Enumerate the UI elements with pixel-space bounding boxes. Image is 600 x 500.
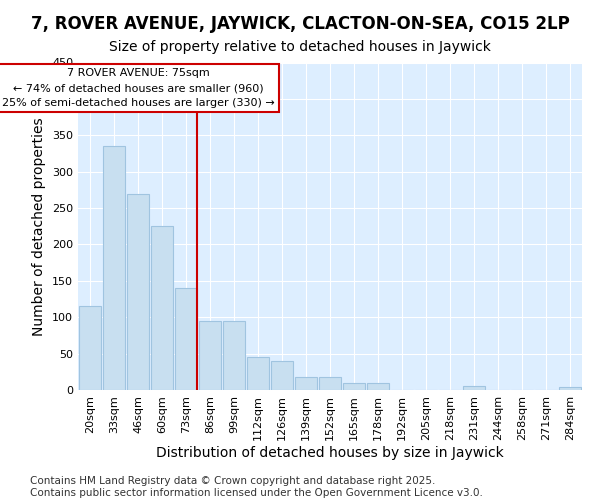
Bar bbox=[199, 321, 221, 390]
Bar bbox=[151, 226, 173, 390]
Bar bbox=[175, 288, 197, 390]
Bar bbox=[319, 377, 341, 390]
Text: 7, ROVER AVENUE, JAYWICK, CLACTON-ON-SEA, CO15 2LP: 7, ROVER AVENUE, JAYWICK, CLACTON-ON-SEA… bbox=[31, 15, 569, 33]
X-axis label: Distribution of detached houses by size in Jaywick: Distribution of detached houses by size … bbox=[156, 446, 504, 460]
Bar bbox=[247, 357, 269, 390]
Text: 7 ROVER AVENUE: 75sqm
← 74% of detached houses are smaller (960)
25% of semi-det: 7 ROVER AVENUE: 75sqm ← 74% of detached … bbox=[2, 68, 274, 108]
Bar bbox=[367, 382, 389, 390]
Y-axis label: Number of detached properties: Number of detached properties bbox=[32, 117, 46, 336]
Bar bbox=[223, 321, 245, 390]
Bar bbox=[343, 382, 365, 390]
Bar bbox=[271, 361, 293, 390]
Bar bbox=[295, 377, 317, 390]
Bar bbox=[127, 194, 149, 390]
Bar bbox=[79, 306, 101, 390]
Text: Contains HM Land Registry data © Crown copyright and database right 2025.
Contai: Contains HM Land Registry data © Crown c… bbox=[30, 476, 483, 498]
Bar bbox=[103, 146, 125, 390]
Text: Size of property relative to detached houses in Jaywick: Size of property relative to detached ho… bbox=[109, 40, 491, 54]
Bar bbox=[463, 386, 485, 390]
Bar bbox=[559, 387, 581, 390]
